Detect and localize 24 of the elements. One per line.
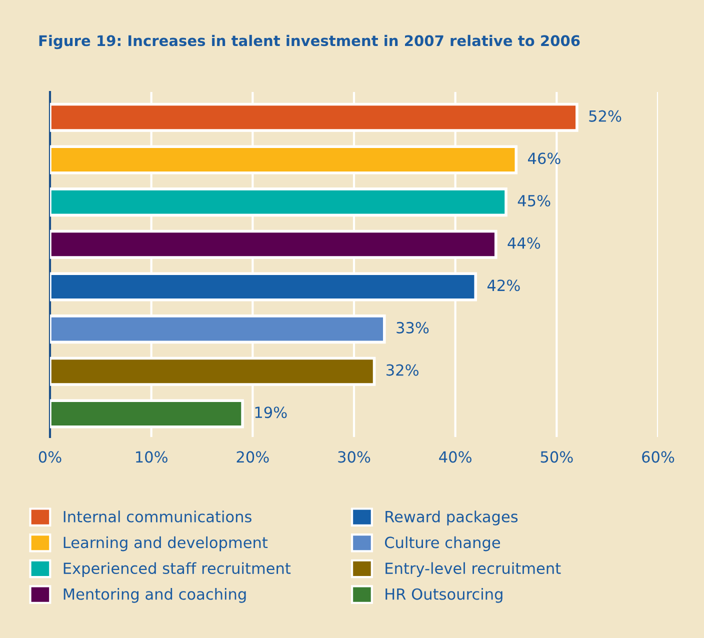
x-tick-label: 50% [540,451,573,463]
x-tick-label: 10% [136,451,168,463]
data-label: 19% [255,406,287,418]
data-label: 42% [487,280,520,292]
legend-label: Culture change [384,536,500,552]
x-tick-label: 20% [236,451,269,463]
x-tick-label: 60% [642,451,674,463]
legend-label: Mentoring and coaching [64,588,246,603]
data-label: 32% [386,364,418,376]
x-tick-label: 0% [38,451,62,463]
data-label: 46% [528,152,560,164]
x-tick-label: 30% [338,451,370,463]
legend-label: Experienced staff recruitment [64,562,291,578]
legend-label: HR Outsourcing [386,588,502,603]
legend-label: Learning and development [64,536,268,552]
legend-label: Reward packages [386,510,518,526]
data-label: 44% [508,237,540,249]
data-label: 33% [396,322,429,334]
chart-title: Figure 19: Increases in talent investment in 2007 relative to 2006 [39,34,580,50]
legend-label: Internal communications [64,510,252,522]
data-label: 45% [518,194,550,206]
x-tick-label: 40% [439,451,472,463]
data-label: 52% [589,110,622,122]
legend-label: Entry-level recruitment [386,562,561,578]
